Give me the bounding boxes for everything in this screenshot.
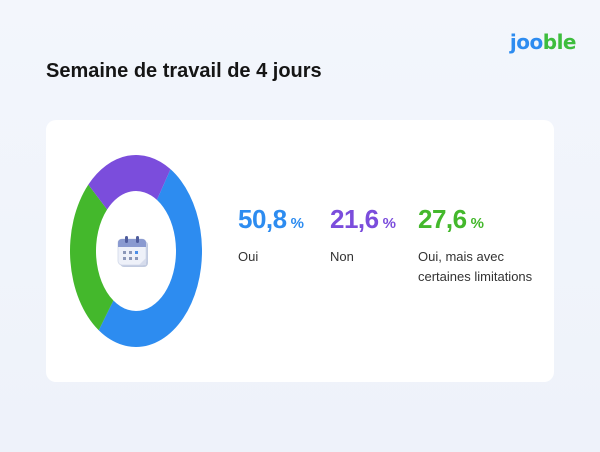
stat-non-value: 21,6: [330, 204, 379, 234]
stat-limitations-label: Oui, mais avec certaines limitations: [418, 249, 533, 284]
slice-non: [88, 155, 171, 210]
stat-non-label: Non: [330, 249, 354, 264]
stat-oui-unit: %: [290, 215, 304, 232]
slice-limitations: [70, 184, 114, 331]
survey-card: 50,8% Oui 21,6% Non 27,6% Oui, mais avec…: [46, 120, 554, 382]
page-title: Semaine de travail de 4 jours: [46, 60, 322, 82]
stat-non-unit: %: [382, 215, 396, 232]
stat-oui: 50,8% Oui: [238, 204, 358, 267]
logo-part-1: joo: [509, 30, 543, 54]
stat-limitations-value: 27,6: [418, 204, 467, 234]
slice-oui: [98, 169, 202, 347]
jooble-logo: jooble: [509, 30, 577, 54]
stat-limitations-unit: %: [470, 215, 484, 232]
stat-oui-label: Oui: [238, 249, 259, 264]
calendar-icon: [117, 236, 148, 267]
stat-non: 21,6% Non: [330, 204, 450, 267]
stat-oui-value: 50,8: [238, 204, 287, 234]
logo-part-2: ble: [542, 30, 577, 54]
donut-chart: [70, 155, 202, 347]
stat-limitations: 27,6% Oui, mais avec certaines limitatio…: [418, 204, 538, 287]
